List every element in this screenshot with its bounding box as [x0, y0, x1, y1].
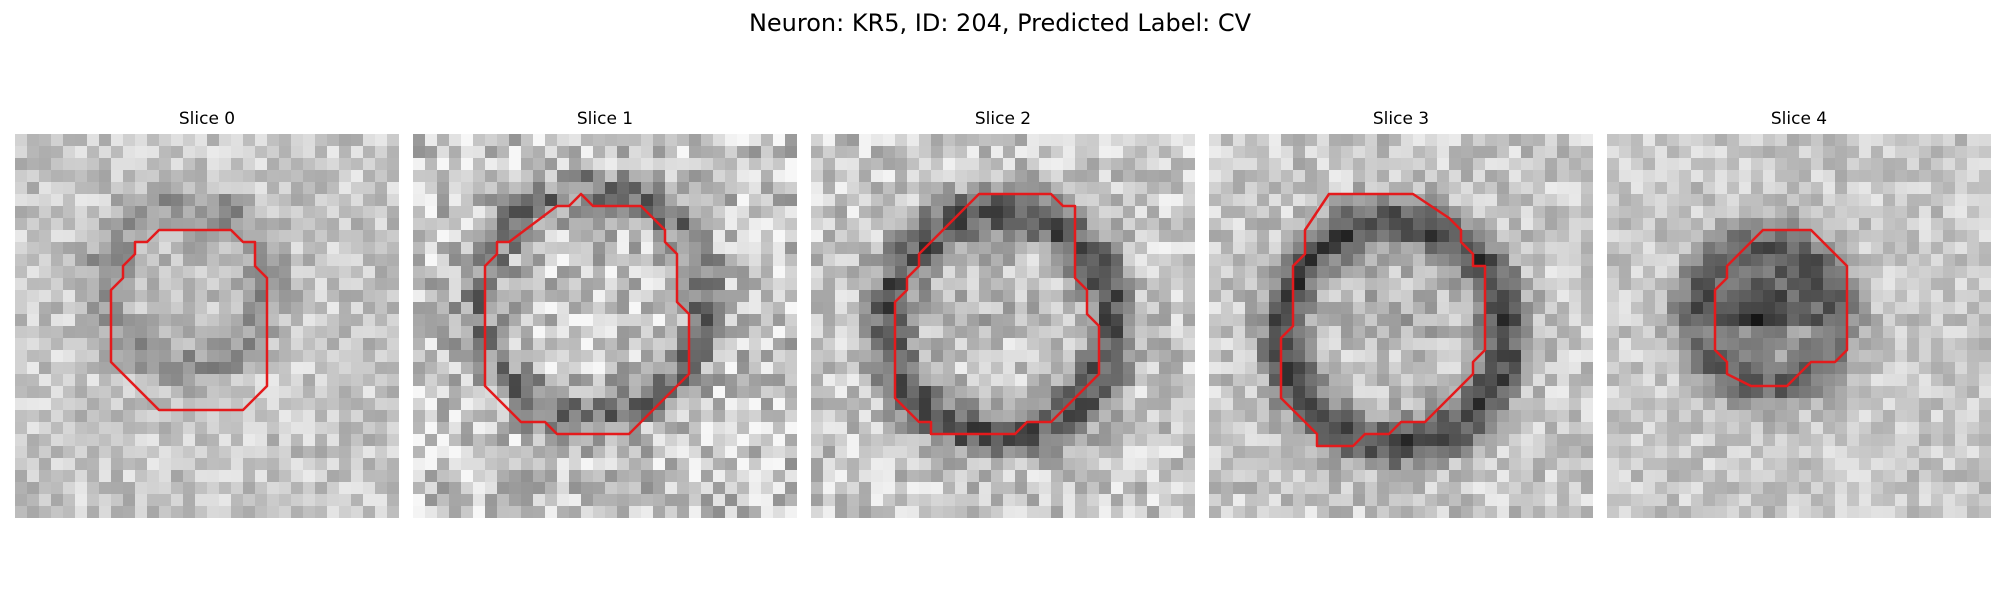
slice-title-0: Slice 0 — [178, 109, 236, 129]
slice-title-3: Slice 3 — [1372, 109, 1430, 129]
slice-image-4 — [1607, 134, 1991, 518]
contour-outline — [1279, 192, 1487, 448]
figure-title: Neuron: KR5, ID: 204, Predicted Label: C… — [748, 9, 1252, 37]
pixel-tiles — [1607, 134, 1991, 518]
pixel-tiles — [1209, 134, 1593, 518]
slice-image-2 — [811, 134, 1195, 518]
contour-outline — [893, 192, 1101, 436]
contour-outline — [483, 192, 691, 436]
pixel-tiles — [413, 134, 797, 518]
contour-outline — [109, 228, 269, 412]
slice-title-2: Slice 2 — [974, 109, 1032, 129]
pixel-tiles — [15, 134, 399, 518]
slice-title-1: Slice 1 — [576, 109, 634, 129]
slice-image-3 — [1209, 134, 1593, 518]
slice-title-4: Slice 4 — [1770, 109, 1828, 129]
slice-image-0 — [15, 134, 399, 518]
contour-outline — [1713, 228, 1849, 388]
slice-image-1 — [413, 134, 797, 518]
pixel-tiles — [811, 134, 1195, 518]
